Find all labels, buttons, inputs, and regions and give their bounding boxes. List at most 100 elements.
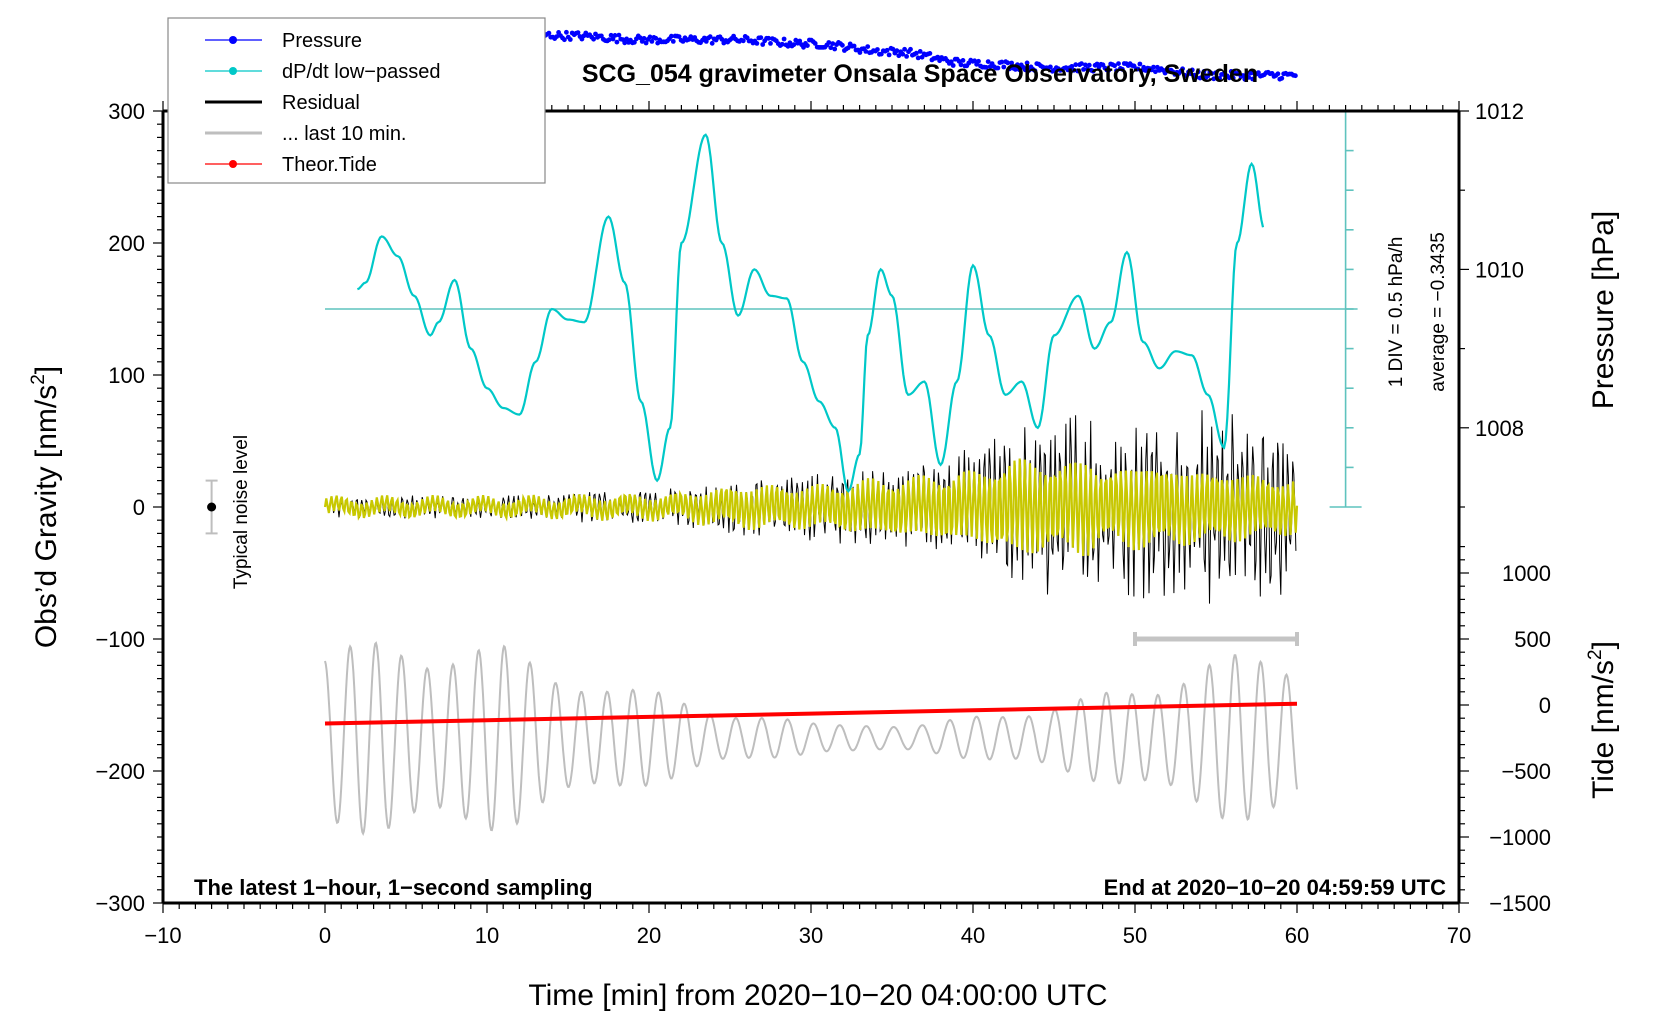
pressure-point bbox=[999, 59, 1005, 65]
pressure-point bbox=[904, 54, 909, 59]
legend-label: Theor.Tide bbox=[282, 154, 377, 176]
legend-label: ... last 10 min. bbox=[282, 123, 407, 145]
pressure-point bbox=[707, 34, 713, 40]
pressure-point bbox=[960, 58, 966, 63]
pressure-point bbox=[1162, 70, 1168, 76]
tide-tick-label: 0 bbox=[1539, 693, 1551, 718]
pressure-point bbox=[608, 32, 614, 38]
pressure-point bbox=[1116, 61, 1121, 66]
pressure-point bbox=[670, 39, 676, 44]
pressure-point bbox=[995, 65, 1001, 71]
pressure-point bbox=[865, 44, 871, 49]
dpdt-average-label: average = −0.3435 bbox=[1428, 232, 1449, 392]
pressure-point bbox=[1244, 71, 1250, 76]
pressure-point bbox=[1015, 62, 1020, 68]
pressure-point bbox=[1009, 60, 1014, 66]
pressure-point bbox=[1024, 60, 1030, 66]
pressure-point bbox=[845, 45, 851, 51]
tide-tick-label: −1000 bbox=[1489, 825, 1551, 850]
pressure-point bbox=[676, 34, 682, 39]
tide-axis-title-sup: 2 bbox=[1585, 649, 1606, 660]
pressure-point bbox=[1022, 67, 1028, 73]
pressure-point bbox=[972, 58, 977, 64]
pressure-point bbox=[1250, 76, 1255, 82]
dpdt-series-line bbox=[357, 133, 1265, 494]
pressure-point bbox=[546, 30, 552, 36]
pressure-point bbox=[900, 51, 906, 57]
tide-axis-title-end: ] bbox=[1587, 641, 1620, 649]
pressure-point bbox=[1085, 66, 1090, 72]
pressure-point bbox=[948, 59, 954, 65]
pressure-point bbox=[1083, 62, 1088, 68]
tide-tick-label: 1000 bbox=[1502, 561, 1551, 586]
pressure-point bbox=[637, 35, 643, 41]
axes: −10 0 10 20 30 40 50 60 70−300−200−1000100200300… bbox=[95, 99, 1551, 948]
pressure-point bbox=[828, 45, 834, 51]
pressure-point bbox=[632, 39, 637, 45]
pressure-point bbox=[649, 39, 655, 44]
pressure-point bbox=[896, 53, 902, 59]
pressure-point bbox=[1256, 70, 1261, 75]
pressure-point bbox=[740, 38, 746, 44]
pressure-point bbox=[884, 47, 890, 53]
legend-marker bbox=[229, 36, 237, 44]
tide-tick-label: 500 bbox=[1514, 627, 1551, 652]
pressure-point bbox=[781, 36, 787, 42]
legend-label: Pressure bbox=[282, 30, 362, 52]
tide-layer bbox=[324, 641, 1298, 837]
pressure-point bbox=[1211, 76, 1217, 82]
pressure-point bbox=[1193, 74, 1199, 80]
pressure-point bbox=[1071, 67, 1077, 73]
y-tick-label: −100 bbox=[95, 627, 145, 652]
pressure-axis-title: Pressure [hPa] bbox=[1587, 211, 1620, 409]
pressure-point bbox=[1086, 62, 1092, 68]
tide-axis-title: Tide [nm/s2] bbox=[1585, 641, 1620, 799]
pressure-point bbox=[1073, 62, 1079, 68]
pressure-point bbox=[797, 38, 803, 44]
x-tick-label: 40 bbox=[961, 923, 985, 948]
pressure-point bbox=[610, 36, 616, 42]
pressure-point bbox=[624, 36, 629, 42]
tide-axis-title-main: Tide [nm/s bbox=[1587, 660, 1620, 799]
pressure-point bbox=[1079, 61, 1084, 66]
pressure-point bbox=[1228, 69, 1234, 74]
pressure-point bbox=[641, 36, 647, 41]
y-axis-title: Obs’d Gravity [nm/s2] bbox=[28, 366, 63, 648]
pressure-point bbox=[1016, 67, 1022, 73]
x-tick-label: 0 bbox=[319, 923, 331, 948]
pressure-point bbox=[863, 49, 869, 54]
pressure-point bbox=[647, 34, 653, 40]
residual-smoothed-series-line bbox=[323, 458, 1299, 557]
pressure-point bbox=[915, 55, 921, 61]
pressure-point bbox=[612, 33, 618, 38]
pressure-point bbox=[805, 43, 810, 48]
pressure-point bbox=[1153, 69, 1158, 75]
legend: Pressure dP/dt low−passed Residual ... last… bbox=[167, 17, 546, 184]
pressure-point bbox=[779, 41, 785, 47]
pressure-tick-label: 1012 bbox=[1475, 99, 1524, 124]
pressure-point bbox=[562, 37, 567, 43]
theor-tide-series-line bbox=[324, 701, 1298, 726]
pressure-point bbox=[917, 49, 923, 54]
pressure-point bbox=[653, 35, 659, 41]
legend-marker bbox=[229, 160, 237, 168]
pressure-point bbox=[976, 58, 981, 64]
pressure-point bbox=[1279, 75, 1285, 81]
pressure-point bbox=[1230, 75, 1236, 81]
pressure-point bbox=[1240, 73, 1246, 78]
pressure-point bbox=[1213, 70, 1219, 76]
x-tick-label: 70 bbox=[1447, 923, 1471, 948]
pressure-point bbox=[719, 36, 725, 42]
legend-label: dP/dt low−passed bbox=[282, 61, 440, 83]
pressure-point bbox=[768, 41, 773, 46]
pressure-point bbox=[643, 40, 649, 46]
pressure-point bbox=[958, 62, 964, 68]
pressure-point bbox=[830, 41, 836, 46]
pressure-point bbox=[857, 50, 863, 55]
pressure-point bbox=[1246, 75, 1252, 80]
pressure-point bbox=[1226, 75, 1232, 81]
pressure-point bbox=[1005, 60, 1011, 66]
y-axis-title-main: Obs’d Gravity [nm/s bbox=[30, 385, 63, 648]
pressure-point bbox=[1081, 67, 1086, 72]
